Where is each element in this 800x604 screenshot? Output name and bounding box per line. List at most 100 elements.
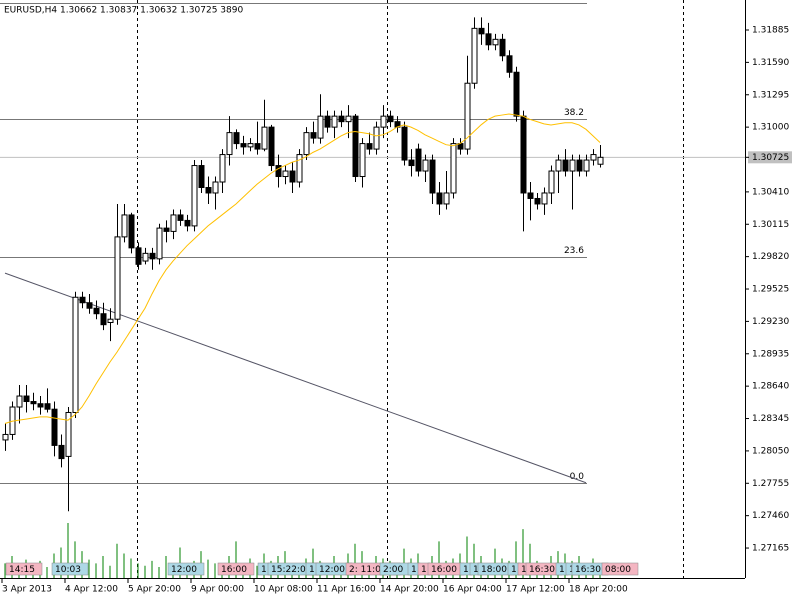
- candle-body: [205, 186, 212, 194]
- candle-body: [233, 132, 240, 145]
- candle-body: [16, 395, 23, 408]
- candle-body: [485, 33, 492, 46]
- y-tick-label: 1.30115: [752, 220, 789, 230]
- candle-body: [268, 126, 275, 167]
- candle-body: [478, 27, 485, 35]
- candle-body: [72, 296, 79, 413]
- candle-body: [506, 55, 513, 73]
- y-tick-label: 1.29230: [752, 317, 789, 327]
- x-tick-label: 10 Apr 08:00: [254, 585, 313, 595]
- tag-box: [217, 562, 255, 576]
- tag-label: 12:00: [171, 565, 197, 575]
- candle-body: [198, 165, 205, 188]
- tag-label: 16:30: [529, 565, 555, 575]
- tag-label: 1: [411, 565, 417, 575]
- candle-body: [541, 192, 548, 205]
- candle-body: [65, 411, 72, 457]
- tag-label: 1: [463, 565, 469, 575]
- candle-body: [177, 214, 184, 221]
- candle-body: [317, 115, 324, 139]
- tag-label: 14:15: [9, 565, 35, 575]
- candle-body: [443, 192, 450, 205]
- tag-label: 2:00: [383, 565, 403, 575]
- tag-box: [601, 562, 639, 576]
- y-tick-label: 1.31590: [752, 58, 789, 68]
- x-tick-label: 4 Apr 12:00: [65, 585, 118, 595]
- trendline: [4, 272, 587, 484]
- x-tick-label: 11 Apr 16:00: [317, 585, 376, 595]
- candle-body: [324, 115, 331, 128]
- candle-body: [597, 156, 604, 165]
- candle-body: [58, 444, 65, 460]
- candle-body: [492, 38, 499, 46]
- candle-body: [37, 403, 44, 408]
- candle-body: [548, 170, 555, 194]
- candle-body: [149, 252, 156, 260]
- x-tick-label: 5 Apr 20:00: [128, 585, 181, 595]
- candle-body: [30, 401, 37, 405]
- y-tick-label: 1.28050: [752, 446, 789, 456]
- candle-body: [2, 433, 9, 441]
- x-tick-label: 14 Apr 20:00: [380, 585, 439, 595]
- fibo-label: 38.2: [564, 108, 584, 118]
- candle-body: [156, 227, 163, 260]
- candle-body: [247, 143, 254, 148]
- candle-body: [520, 115, 527, 194]
- candle-body: [569, 159, 576, 172]
- candle-body: [254, 143, 261, 150]
- candle-body: [107, 318, 114, 323]
- candle-body: [261, 126, 268, 150]
- candle-body: [366, 143, 373, 150]
- x-tick-label: 18 Apr 20:00: [569, 585, 628, 595]
- moving-average: [4, 113, 601, 424]
- candle-body: [345, 115, 352, 123]
- tag-label: 16:30: [575, 565, 601, 575]
- candle-body: [128, 214, 135, 249]
- candle-body: [408, 159, 415, 167]
- y-tick-label: 1.28640: [752, 382, 789, 392]
- candle-body: [51, 408, 58, 446]
- tag-label: 1: [511, 565, 517, 575]
- candle-body: [289, 170, 296, 183]
- tag-label: 2: 11:00: [349, 565, 387, 575]
- chart-title: EURUSD,H4 1.30662 1.30837 1.30632 1.3072…: [4, 6, 243, 16]
- candle-body: [226, 132, 233, 156]
- candle-body: [135, 247, 142, 265]
- y-tick-label: 1.27755: [752, 479, 789, 489]
- tag-label: 1: [559, 565, 565, 575]
- y-tick-label: 1.27460: [752, 511, 789, 521]
- y-tick-label: 1.28935: [752, 349, 789, 359]
- y-tick-label: 1.29525: [752, 285, 789, 295]
- candle-body: [121, 214, 128, 238]
- x-tick-label: 9 Apr 00:00: [191, 585, 244, 595]
- candle-body: [170, 214, 177, 232]
- candle-body: [212, 181, 219, 194]
- y-tick-label: 1.30410: [752, 187, 789, 197]
- y-tick-label: 1.27165: [752, 544, 789, 554]
- candle-body: [373, 126, 380, 150]
- tag-label: 1: [521, 565, 527, 575]
- candle-body: [359, 143, 366, 178]
- x-tick-label: 17 Apr 12:00: [506, 585, 565, 595]
- tag-box: [51, 562, 89, 576]
- candle-body: [338, 115, 345, 123]
- y-tick-label: 1.31000: [752, 123, 789, 133]
- x-tick-label: 3 Apr 2013: [2, 585, 52, 595]
- candle-body: [163, 227, 170, 232]
- candle-body: [191, 165, 198, 227]
- candle-body: [555, 159, 562, 172]
- tag-label: 15:22:00: [271, 565, 312, 575]
- candle-body: [184, 219, 191, 227]
- candle-body: [471, 27, 478, 84]
- candle-body: [114, 236, 121, 320]
- candle-body: [282, 170, 289, 178]
- candle-body: [86, 302, 93, 309]
- candle-body: [436, 192, 443, 205]
- candle-body: [527, 192, 534, 199]
- y-tick-label: 1.30725: [752, 153, 789, 163]
- candle-body: [303, 132, 310, 156]
- tag-box: [167, 562, 205, 576]
- candle-body: [310, 132, 317, 139]
